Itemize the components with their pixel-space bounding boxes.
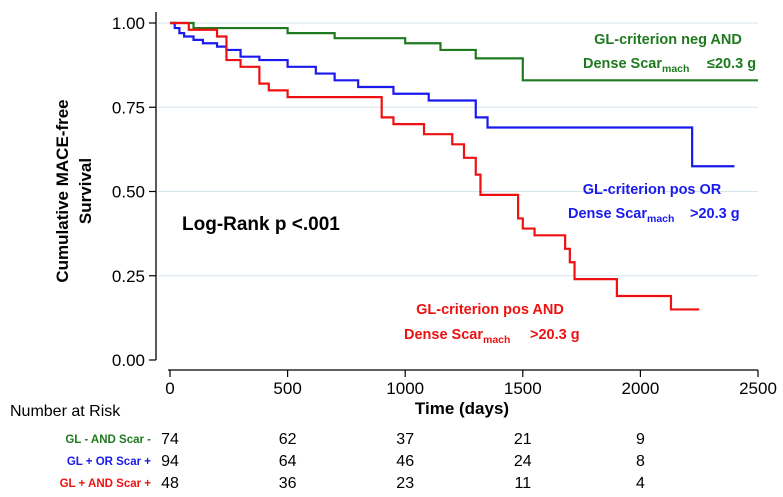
survival-curve-1 xyxy=(170,21,758,82)
y-axis-title-line1: Cumulative MACE-free xyxy=(53,99,72,282)
survival-curve-2 xyxy=(170,21,735,168)
x-tick-label: 1000 xyxy=(386,379,424,398)
risk-row-label: GL - AND Scar - xyxy=(65,434,151,446)
risk-count: 24 xyxy=(514,453,532,470)
risk-count: 23 xyxy=(396,475,414,492)
risk-count: 8 xyxy=(636,453,645,470)
x-tick-label: 2000 xyxy=(621,379,659,398)
series-label-2-line2: Dense Scarmach xyxy=(568,206,674,225)
y-ticks: 0.00 0.25 0.50 0.75 1.00 xyxy=(112,14,156,370)
y-tick-label: 0.00 xyxy=(112,351,145,370)
risk-count: 9 xyxy=(636,431,645,448)
x-tick-label: 0 xyxy=(165,379,174,398)
series-label-1-threshold: ≤20.3 g xyxy=(707,56,756,72)
y-tick-label: 0.25 xyxy=(112,267,145,286)
risk-count: 74 xyxy=(161,431,179,448)
risk-count: 62 xyxy=(279,431,297,448)
series-label-3-threshold: >20.3 g xyxy=(530,327,580,343)
risk-count: 11 xyxy=(514,475,531,492)
x-ticks: 0 500 1000 1500 2000 2500 xyxy=(165,370,777,398)
y-tick-label: 0.75 xyxy=(112,98,145,117)
risk-count: 48 xyxy=(161,475,179,492)
y-axis-title-line2: Survival xyxy=(76,158,95,224)
series-label-2-threshold: >20.3 g xyxy=(690,206,740,222)
risk-row-label: GL + OR Scar + xyxy=(67,456,151,468)
series-label-1-line2: Dense Scarmach xyxy=(583,56,689,75)
risk-count: 64 xyxy=(279,453,297,470)
series-label-1-line1: GL-criterion neg AND xyxy=(594,32,742,48)
x-tick-label: 1500 xyxy=(504,379,542,398)
risk-table: GL - AND Scar - 74 62 37 21 9 GL + OR Scar + 94… xyxy=(60,431,645,492)
risk-count: 4 xyxy=(636,475,645,492)
y-tick-label: 0.50 xyxy=(112,183,145,202)
risk-table-title: Number at Risk xyxy=(10,403,121,420)
series-label-2-line1: GL-criterion pos OR xyxy=(583,182,722,198)
risk-count: 21 xyxy=(514,431,532,448)
survival-curves xyxy=(170,21,758,311)
risk-count: 36 xyxy=(279,475,297,492)
x-tick-label: 500 xyxy=(273,379,301,398)
risk-count: 37 xyxy=(396,431,414,448)
series-label-3-line1: GL-criterion pos AND xyxy=(416,302,564,318)
risk-count: 94 xyxy=(161,453,179,470)
risk-row-label: GL + AND Scar + xyxy=(60,478,152,490)
x-axis-title: Time (days) xyxy=(415,399,509,418)
survival-curve-3 xyxy=(170,21,700,311)
gridlines xyxy=(158,22,758,277)
axes xyxy=(155,12,758,371)
y-tick-label: 1.00 xyxy=(112,14,145,33)
series-label-3-line2: Dense Scarmach xyxy=(404,327,510,346)
logrank-annotation: Log-Rank p <.001 xyxy=(182,214,340,235)
risk-count: 46 xyxy=(396,453,414,470)
x-tick-label: 2500 xyxy=(739,379,777,398)
series-labels: GL-criterion neg AND Dense Scarmach ≤20.3 … xyxy=(404,32,756,346)
